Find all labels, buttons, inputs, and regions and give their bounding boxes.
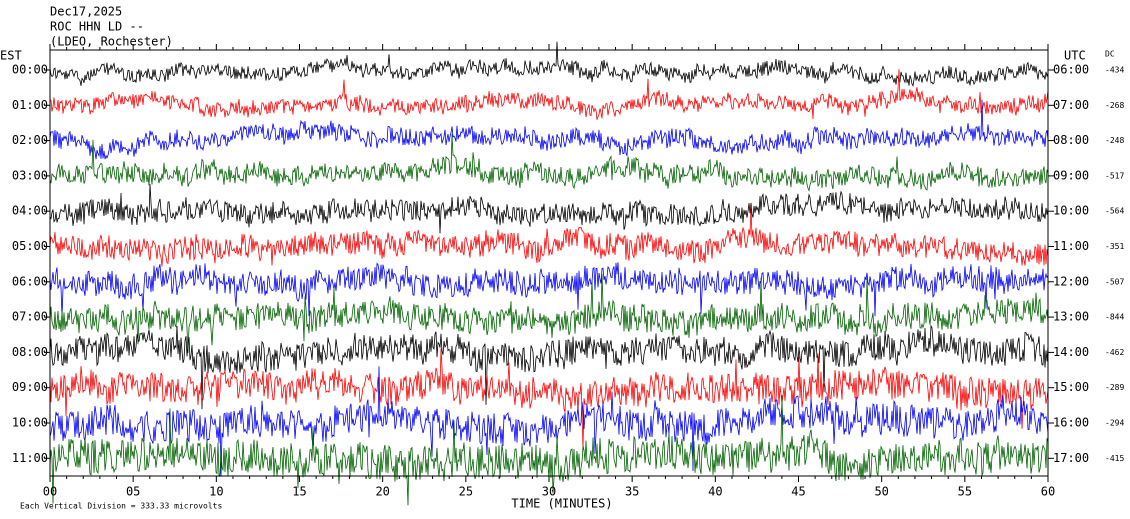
dc-label: -415 [1105,454,1124,463]
footer: Each Vertical Division = 333.33 microvol… [20,502,222,511]
dc-label: -351 [1105,242,1124,251]
utc-label: 15:00 [1053,380,1089,394]
utc-label: 07:00 [1053,98,1089,112]
trace [49,206,1049,267]
utc-label: 06:00 [1053,63,1089,77]
dc-label: -517 [1105,171,1124,180]
utc-label: 08:00 [1053,133,1089,147]
dc-label: -434 [1105,66,1124,75]
trace [49,324,1049,410]
est-label: 11:00 [12,451,48,465]
est-label: 02:00 [12,133,48,147]
est-label: 09:00 [12,380,48,394]
est-label: 06:00 [12,274,48,288]
est-label: 05:00 [12,239,48,253]
dc-label: -294 [1105,419,1124,428]
est-label: 00:00 [12,63,48,77]
utc-label: 14:00 [1053,345,1089,359]
est-label: 03:00 [12,168,48,182]
trace [49,134,1049,192]
x-axis-label: TIME (MINUTES) [511,497,612,511]
utc-label: 17:00 [1053,451,1089,465]
trace [49,262,1049,317]
x-tick-label: 25 [459,485,473,499]
dc-label: -268 [1105,101,1124,110]
trace [49,366,1049,477]
x-tick-label: 35 [625,485,639,499]
traces [49,41,1049,506]
header-line: ROC HHN LD -- [50,20,144,34]
x-tick-label: 55 [958,485,972,499]
left-title: EST [0,49,22,63]
utc-label: 13:00 [1053,310,1089,324]
trace [49,348,1049,450]
dc-label: -844 [1105,313,1124,322]
trace [49,273,1049,353]
utc-label: 09:00 [1053,168,1089,182]
est-label: 08:00 [12,345,48,359]
trace [49,99,1049,160]
dc-title: DC [1105,50,1115,59]
x-tick-label: 20 [375,485,389,499]
utc-label: 12:00 [1053,274,1089,288]
utc-label: 11:00 [1053,239,1089,253]
header-line: Dec17,2025 [50,5,122,19]
est-label: 04:00 [12,204,48,218]
dc-label: -289 [1105,383,1124,392]
dc-label: -248 [1105,136,1124,145]
trace [49,69,1049,120]
utc-label: 10:00 [1053,204,1089,218]
x-tick-label: 30 [542,485,556,499]
x-tick-label: 50 [874,485,888,499]
est-label: 07:00 [12,310,48,324]
x-tick-label: 00 [43,485,57,499]
right-title: UTC [1064,49,1086,63]
dc-label: -462 [1105,348,1124,357]
est-label: 01:00 [12,98,48,112]
est-label: 10:00 [12,416,48,430]
x-tick-label: 45 [791,485,805,499]
x-tick-label: 40 [708,485,722,499]
header-line: (LDEO, Rochester) [50,35,173,49]
trace [49,184,1049,234]
dc-label: -507 [1105,277,1124,286]
x-tick-label: 60 [1041,485,1055,499]
x-tick-label: 05 [126,485,140,499]
x-tick-label: 10 [209,485,223,499]
trace [49,41,1049,87]
dc-label: -564 [1105,207,1124,216]
utc-label: 16:00 [1053,416,1089,430]
x-tick-label: 15 [292,485,306,499]
